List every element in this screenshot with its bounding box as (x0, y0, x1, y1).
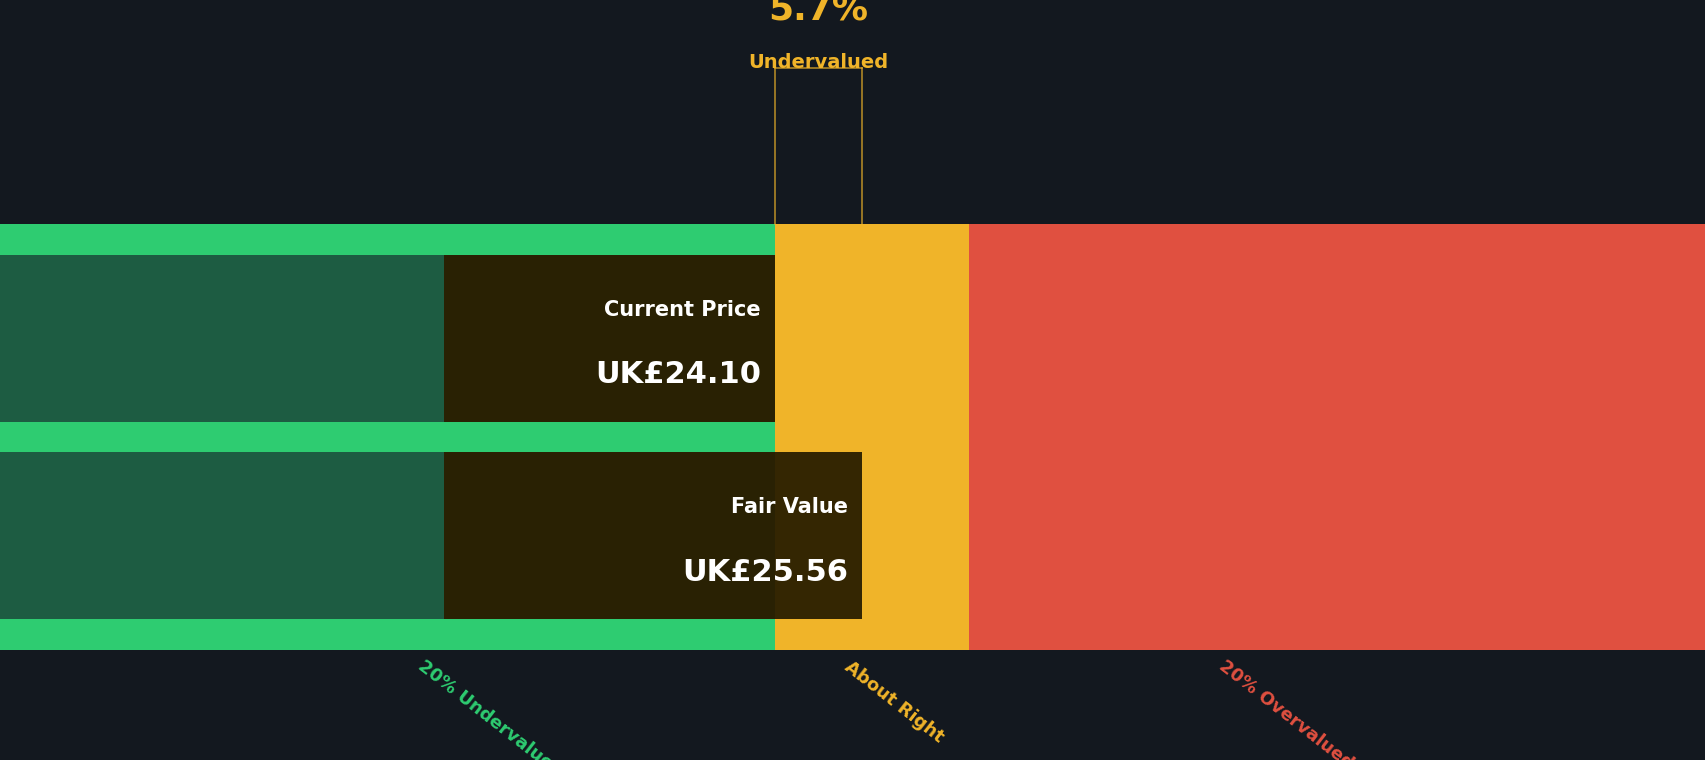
Text: About Right: About Right (841, 657, 946, 746)
Bar (0, 224, 774, 255)
Text: UK£25.56: UK£25.56 (682, 558, 847, 587)
Bar (774, 224, 968, 255)
Text: 20% Overvalued: 20% Overvalued (1216, 657, 1355, 760)
Bar (0, 619, 774, 650)
Bar (0, 452, 774, 619)
Bar (968, 452, 1705, 619)
Bar (0, 255, 774, 422)
Bar (774, 452, 968, 619)
Bar (968, 619, 1705, 650)
Bar (968, 224, 1705, 255)
Text: 20% Undervalued: 20% Undervalued (414, 657, 566, 760)
Text: UK£24.10: UK£24.10 (595, 360, 760, 389)
Bar (443, 452, 861, 619)
Bar (774, 255, 968, 422)
Bar (968, 255, 1705, 422)
Bar (0, 422, 774, 452)
Text: Undervalued: Undervalued (747, 53, 888, 72)
Text: 5.7%: 5.7% (767, 0, 868, 27)
Text: Fair Value: Fair Value (730, 497, 847, 518)
Text: Current Price: Current Price (604, 299, 760, 320)
Bar (968, 422, 1705, 452)
Bar (443, 255, 774, 422)
Bar (774, 619, 968, 650)
Bar (774, 422, 968, 452)
